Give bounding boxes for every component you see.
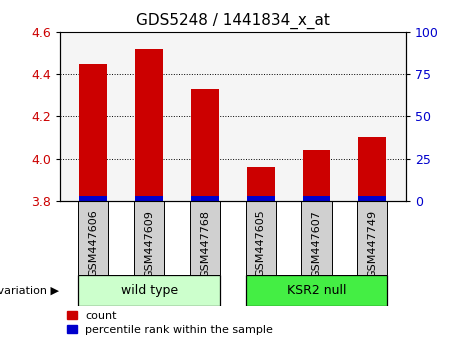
Bar (302, 150, 331, 201)
Bar (78, 201, 108, 275)
Bar (78, 275, 220, 307)
Bar (135, 49, 163, 201)
Bar (246, 275, 387, 307)
Bar (134, 201, 164, 275)
Bar (247, 167, 275, 201)
Bar (191, 196, 219, 201)
Text: GSM447605: GSM447605 (256, 210, 266, 278)
Bar (247, 196, 275, 201)
Text: GSM447749: GSM447749 (367, 210, 377, 278)
Bar (302, 196, 331, 201)
Bar (358, 196, 386, 201)
Text: GSM447607: GSM447607 (312, 210, 321, 278)
Bar (358, 137, 386, 201)
Bar (190, 201, 220, 275)
Bar (301, 201, 331, 275)
Bar (246, 201, 276, 275)
Text: GSM447768: GSM447768 (200, 210, 210, 278)
Bar (79, 63, 107, 201)
Text: GSM447609: GSM447609 (144, 210, 154, 278)
Bar (357, 201, 387, 275)
Text: genotype/variation ▶: genotype/variation ▶ (0, 286, 59, 296)
Text: GSM447606: GSM447606 (89, 210, 98, 278)
Bar (79, 196, 107, 201)
Title: GDS5248 / 1441834_x_at: GDS5248 / 1441834_x_at (136, 13, 330, 29)
Legend: count, percentile rank within the sample: count, percentile rank within the sample (65, 310, 274, 336)
Bar (191, 89, 219, 201)
Bar (135, 196, 163, 201)
Text: wild type: wild type (121, 284, 178, 297)
Text: KSR2 null: KSR2 null (287, 284, 346, 297)
